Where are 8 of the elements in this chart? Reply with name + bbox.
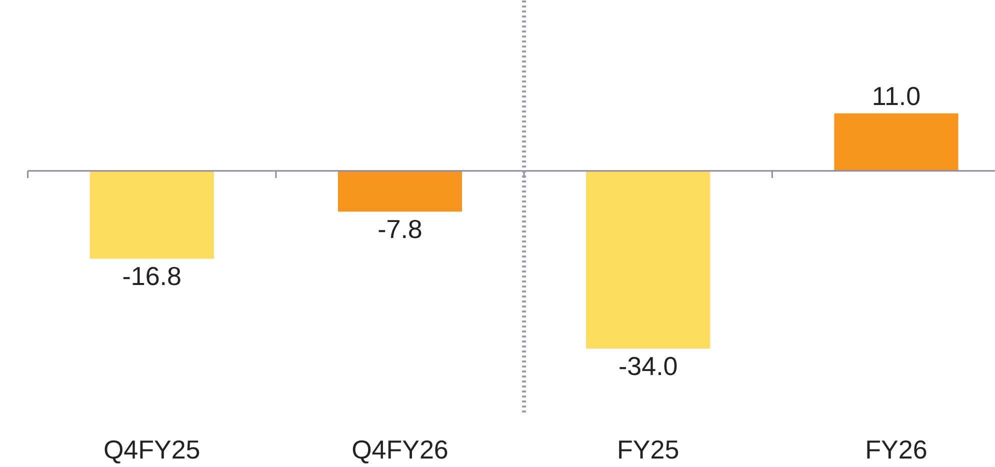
- data-label: 11.0: [872, 81, 921, 112]
- x-tick-label: Q4FY25: [103, 434, 200, 464]
- x-tick-label: FY26: [865, 434, 928, 464]
- data-label: -16.8: [122, 260, 182, 291]
- x-tick-label: Q4FY26: [352, 434, 448, 464]
- data-label: -34.0: [618, 350, 678, 381]
- data-label: -7.8: [378, 214, 422, 244]
- x-tick-label: FY25: [617, 434, 680, 464]
